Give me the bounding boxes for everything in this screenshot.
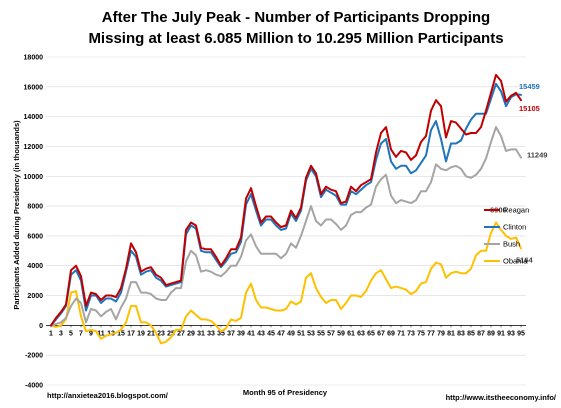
x-tick-label: 5 <box>69 330 73 337</box>
x-tick-label: 85 <box>467 330 475 337</box>
x-tick-label: 67 <box>377 330 385 337</box>
legend-label-clinton: Clinton <box>503 223 526 232</box>
series-line-reagan <box>50 73 522 327</box>
x-tick-label: 51 <box>297 330 305 337</box>
x-tick-label: 39 <box>237 330 245 337</box>
x-tick-label: 63 <box>357 330 365 337</box>
x-tick-label: 37 <box>227 330 235 337</box>
x-tick-label: 93 <box>507 330 515 337</box>
x-tick-label: 35 <box>217 330 225 337</box>
x-tick-label: 43 <box>257 330 265 337</box>
y-axis-label: Participants Added during Presidency (in… <box>12 120 21 310</box>
x-tick-label: 81 <box>447 330 455 337</box>
legend: Reagan Clinton Bush Obama <box>484 206 529 266</box>
x-tick-label: 57 <box>327 330 335 337</box>
chart-title-line1: After The July Peak - Number of Particip… <box>102 9 490 26</box>
chart-title-line2: Missing at least 6.085 Million to 10.295… <box>88 30 503 47</box>
footer-left-url: http://anxietea2016.blogspot.com/ <box>47 391 169 400</box>
x-tick-label: 27 <box>177 330 185 337</box>
end-label-bush: 11249 <box>527 151 547 160</box>
x-tick-label: 61 <box>347 330 355 337</box>
x-tick-label: 91 <box>497 330 505 337</box>
y-tick-label: 0 <box>39 323 43 330</box>
x-tick-label: 77 <box>427 330 435 337</box>
y-axis-ticks: -4000 -2000 0 2000 4000 6000 8000 10000 12000 140… <box>24 55 44 390</box>
x-tick-label: 47 <box>277 330 285 337</box>
y-tick-label: 8000 <box>27 204 43 211</box>
x-tick-label: 75 <box>417 330 425 337</box>
x-tick-label: 1 <box>49 330 53 337</box>
x-tick-label: 33 <box>207 330 215 337</box>
x-tick-label: 71 <box>397 330 405 337</box>
x-tick-label: 79 <box>437 330 445 337</box>
x-tick-label: 89 <box>487 330 495 337</box>
x-tick-label: 73 <box>407 330 415 337</box>
legend-label-reagan: Reagan <box>503 206 529 215</box>
series-line-bush <box>50 126 522 327</box>
x-tick-label: 25 <box>167 330 175 337</box>
end-label-obama: 5164 <box>516 255 534 264</box>
x-tick-label: 41 <box>247 330 255 337</box>
end-label-reagan: 15105 <box>519 104 540 113</box>
x-tick-label: 59 <box>337 330 345 337</box>
series-line-obama <box>50 221 522 345</box>
x-axis-label: Month 95 of Presidency <box>243 388 328 397</box>
x-tick-label: 7 <box>79 330 83 337</box>
x-tick-label: 3 <box>59 330 63 337</box>
x-tick-label: 69 <box>387 330 395 337</box>
x-tick-label: 49 <box>287 330 295 337</box>
y-tick-label: 14000 <box>24 114 44 121</box>
series-line-clinton <box>50 82 522 327</box>
x-tick-label: 15 <box>117 330 125 337</box>
y-tick-label: 4000 <box>27 263 43 270</box>
end-label-clinton: 15459 <box>519 82 540 91</box>
y-tick-label: 18000 <box>24 55 44 62</box>
x-tick-label: 83 <box>457 330 465 337</box>
legend-label-bush: Bush <box>503 240 520 249</box>
y-tick-label: -2000 <box>25 353 43 360</box>
x-tick-label: 17 <box>127 330 135 337</box>
y-tick-label: 12000 <box>24 144 44 151</box>
x-tick-label: 11 <box>97 330 105 337</box>
x-tick-label: 31 <box>197 330 205 337</box>
x-tick-label: 95 <box>517 330 525 337</box>
footer-right-url: http://www.itstheeconomy.info/ <box>446 393 557 402</box>
y-tick-label: 2000 <box>27 293 43 300</box>
y-tick-label: 10000 <box>24 174 44 181</box>
legend-label-obama: Obama <box>503 257 528 266</box>
y-tick-label: 16000 <box>24 84 44 91</box>
x-axis-ticks: 1 3 5 7 9 11 13 15 17 19 21 23 25 27 29 31 33 35 37 39 41 43 4… <box>49 325 525 337</box>
y-tick-label: 6000 <box>27 233 43 240</box>
x-tick-label: 19 <box>137 330 145 337</box>
x-tick-label: 55 <box>317 330 325 337</box>
x-tick-label: 23 <box>157 330 165 337</box>
x-tick-label: 45 <box>267 330 275 337</box>
x-tick-label: 87 <box>477 330 485 337</box>
x-tick-label: 53 <box>307 330 315 337</box>
series-lines <box>50 73 522 345</box>
y-tick-label: -4000 <box>25 383 43 390</box>
x-tick-label: 65 <box>367 330 375 337</box>
x-tick-label: 9 <box>89 330 93 337</box>
x-tick-label: 29 <box>187 330 195 337</box>
x-tick-label: 21 <box>147 330 155 337</box>
